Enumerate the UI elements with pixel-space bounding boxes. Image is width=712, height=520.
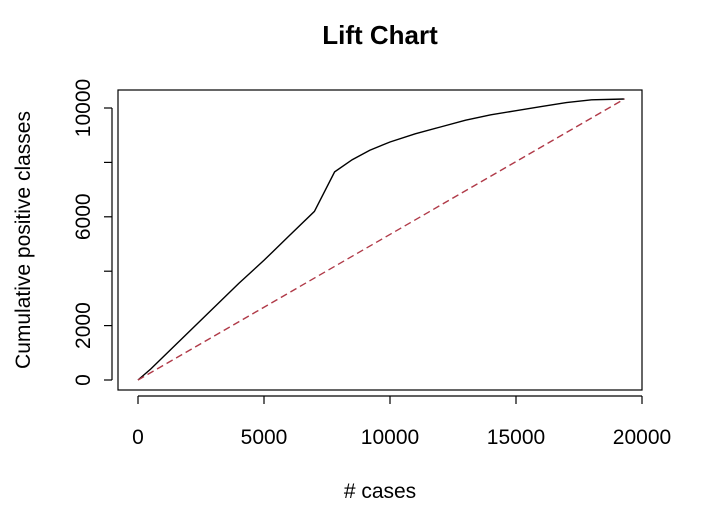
y-tick-label: 2000	[72, 302, 95, 349]
y-tick-label: 6000	[72, 193, 95, 240]
lift-series-line	[137, 98, 625, 381]
x-tick-label: 20000	[613, 426, 671, 449]
y-axis-label: Cumulative positive classes	[12, 111, 35, 369]
x-tick-label: 5000	[241, 426, 288, 449]
y-tick-label: 10000	[72, 79, 95, 137]
series-layer	[137, 98, 625, 381]
x-axis-label: # cases	[344, 480, 416, 503]
x-tick-label: 0	[132, 426, 144, 449]
chart-title: Lift Chart	[322, 20, 438, 50]
y-axis: 0 2000 6000 10000	[72, 79, 113, 386]
y-tick-label: 0	[72, 374, 95, 386]
x-tick-label: 15000	[487, 426, 545, 449]
plot-frame	[117, 89, 643, 391]
baseline-series-line	[137, 98, 625, 381]
x-axis: 0 5000 10000 15000 20000	[132, 395, 671, 449]
x-tick-label: 10000	[361, 426, 419, 449]
